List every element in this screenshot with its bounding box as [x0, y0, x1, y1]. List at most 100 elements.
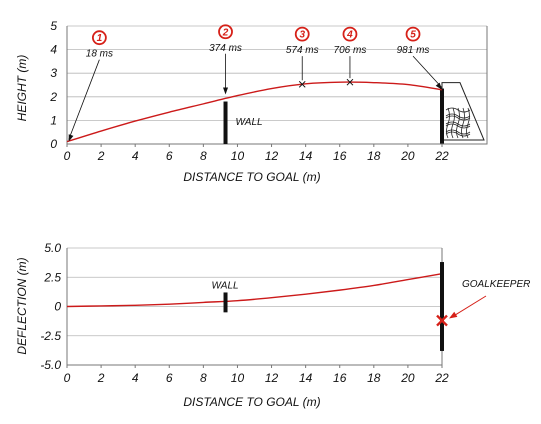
height-y-tick-label: 4 [50, 43, 57, 57]
marker-arrowhead [223, 87, 229, 95]
height-gridlines [67, 25, 487, 121]
time-markers: 1 18 ms 2 374 ms 3 574 ms 4 706 ms 5 981 ms [68, 24, 443, 142]
goal-net-mesh [446, 107, 450, 139]
deflection-y-tick-label: -2.5 [40, 329, 61, 343]
goalkeeper-bar [440, 262, 444, 351]
deflection-y-ticks: 5.0 2.5 0 -2.5 -5.0 [40, 241, 61, 372]
height-x-tick-label: 22 [434, 149, 449, 163]
height-y-tick-label: 0 [50, 137, 57, 151]
height-x-tick-label: 8 [200, 149, 207, 163]
goalkeeper-arrow [450, 295, 487, 318]
goal-net [440, 82, 485, 144]
deflection-x-ticks: 0 2 4 6 8 10 12 14 16 18 20 22 [64, 365, 449, 385]
marker-number-circle [342, 26, 358, 42]
goal-net-mesh [445, 123, 471, 129]
marker-leader [68, 59, 100, 140]
deflection-x-tick-label: 4 [132, 371, 139, 385]
deflection-x-tick-label: 16 [333, 371, 347, 385]
height-y-ticks: 0 1 2 3 4 5 [49, 19, 57, 151]
marker-x-point [346, 78, 354, 86]
deflection-x-tick-label: 22 [434, 371, 449, 385]
goal-net-mesh [445, 131, 471, 137]
goalkeeper-label: GOALKEEPER [462, 279, 530, 290]
height-x-tick-label: 20 [400, 149, 415, 163]
goalkeeper-impact-x-marker [436, 314, 448, 327]
marker-x-point [298, 80, 306, 88]
goal-net-outline [441, 82, 485, 141]
deflection-x-tick-label: 12 [265, 371, 279, 385]
time-marker-5: 5 981 ms [397, 26, 443, 90]
goal-post [440, 88, 444, 144]
height-x-ticks: 0 2 4 6 8 10 12 14 16 18 20 22 [64, 144, 449, 163]
marker-number: 4 [346, 30, 353, 41]
marker-number-circle [218, 24, 233, 40]
marker-time-label: 706 ms [334, 45, 367, 56]
deflection-y-tick-label: 0 [54, 300, 61, 314]
marker-time-label: 574 ms [286, 45, 319, 56]
deflection-x-tick-label: 0 [64, 371, 71, 385]
deflection-chart: 0 2 4 6 8 10 12 14 16 18 20 22 5.0 2.5 0 -2.5 -5.0 WALL… [15, 241, 530, 409]
deflection-gridlines [67, 247, 442, 337]
height-x-tick-label: 18 [367, 149, 381, 163]
height-axis-frame [66, 26, 488, 145]
height-x-tick-label: 0 [64, 149, 71, 163]
marker-number: 2 [222, 27, 229, 38]
deflection-x-tick-label: 6 [166, 371, 173, 385]
deflection-x-tick-label: 10 [231, 371, 245, 385]
deflection-y-axis-label: DEFLECTION (m) [15, 257, 29, 354]
deflection-x-tick-label: 18 [367, 371, 381, 385]
deflection-x-tick-label: 2 [97, 371, 105, 385]
time-marker-3: 3 574 ms [286, 26, 319, 88]
deflection-trajectory-line [66, 273, 443, 308]
marker-arrowhead [435, 82, 442, 90]
deflection-wall-bar [223, 292, 228, 313]
height-y-tick-label: 2 [49, 90, 57, 104]
goal-net-mesh [461, 107, 465, 139]
height-x-tick-label: 2 [97, 149, 105, 163]
goal-net-mesh [445, 107, 471, 113]
time-marker-1: 1 18 ms [68, 30, 113, 142]
marker-time-label: 374 ms [209, 43, 242, 54]
deflection-x-tick-label: 20 [400, 371, 415, 385]
marker-number: 3 [299, 30, 305, 41]
height-y-tick-label: 1 [50, 113, 57, 127]
goalkeeper-x-mark [436, 314, 448, 327]
height-wall-bar [223, 101, 228, 144]
height-y-tick-label: 5 [50, 19, 57, 33]
deflection-y-tick-label: 5.0 [44, 241, 61, 255]
height-x-tick-label: 6 [166, 149, 173, 163]
height-wall-label: WALL [236, 117, 263, 128]
goal-net-mesh [466, 107, 470, 139]
height-x-tick-label: 4 [132, 149, 139, 163]
marker-time-label: 981 ms [397, 45, 430, 56]
height-x-axis-label: DISTANCE TO GOAL (m) [183, 170, 320, 184]
marker-number: 5 [410, 30, 416, 41]
marker-leader [412, 55, 443, 88]
marker-number: 1 [97, 33, 103, 44]
time-marker-4: 4 706 ms [334, 26, 367, 86]
height-y-axis-label: HEIGHT (m) [15, 55, 29, 122]
deflection-y-tick-label: 2.5 [43, 270, 61, 284]
time-marker-2: 2 374 ms [209, 24, 242, 95]
deflection-x-tick-label: 14 [299, 371, 313, 385]
marker-arrowhead [68, 134, 74, 142]
deflection-wall-label: WALL [212, 280, 239, 291]
deflection-x-axis-label: DISTANCE TO GOAL (m) [183, 395, 320, 409]
height-x-tick-label: 10 [231, 149, 245, 163]
goalkeeper-arrowhead [449, 311, 458, 319]
marker-number-circle [405, 26, 421, 42]
deflection-x-tick-label: 8 [200, 371, 207, 385]
height-trajectory-line [66, 81, 443, 143]
marker-time-label: 18 ms [86, 49, 113, 60]
goal-net-mesh [451, 107, 455, 139]
height-x-tick-label: 16 [333, 149, 347, 163]
height-x-tick-label: 12 [265, 149, 279, 163]
marker-number-circle [294, 26, 310, 42]
goal-net-mesh [456, 107, 460, 139]
marker-number-circle [91, 30, 107, 46]
height-axes [66, 26, 488, 145]
height-y-tick-label: 3 [50, 66, 57, 80]
deflection-y-tick-label: -5.0 [40, 358, 61, 372]
